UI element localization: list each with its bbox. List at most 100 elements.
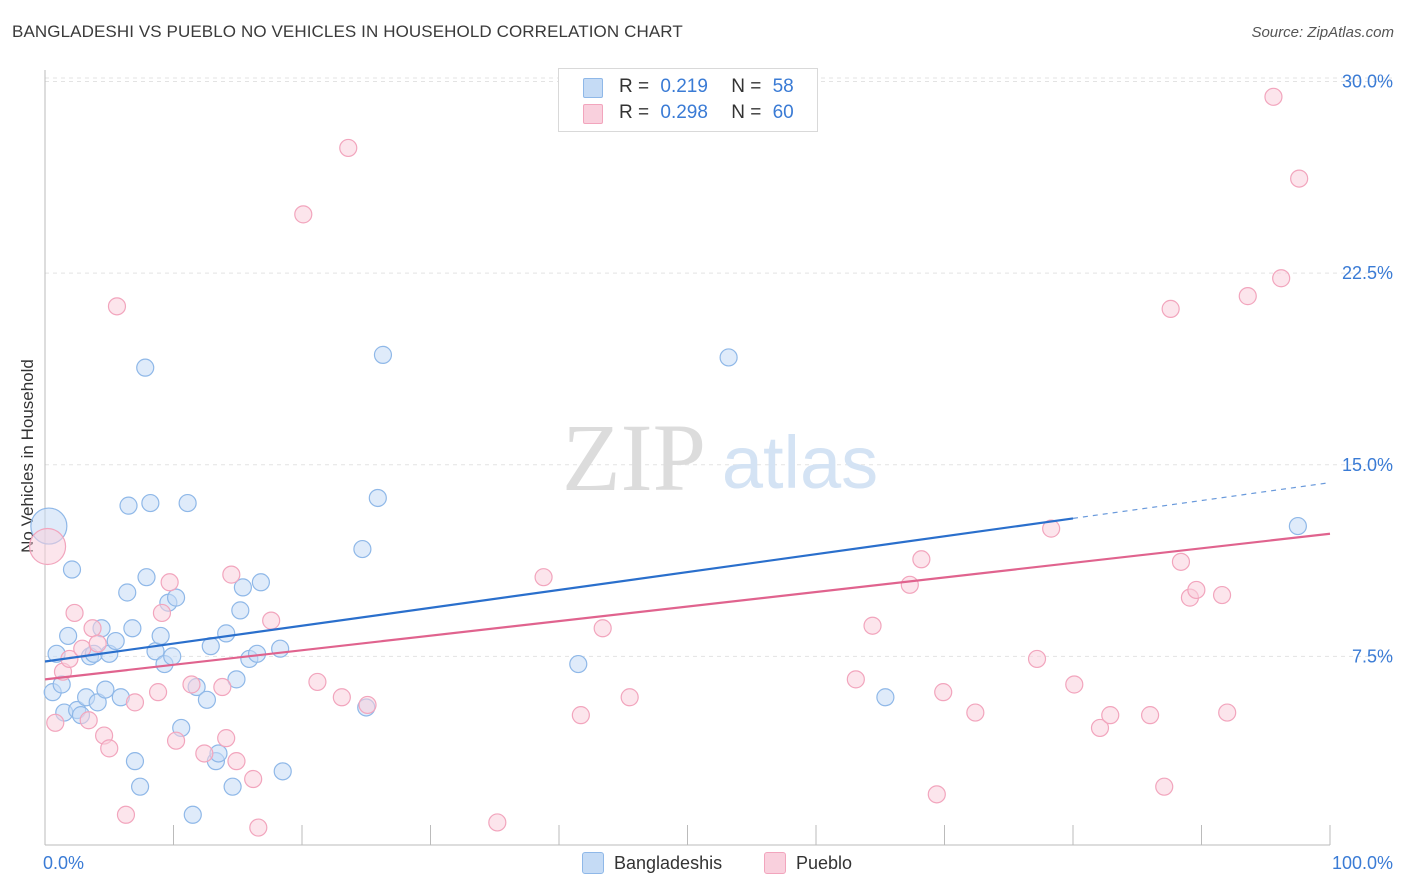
pueblo-point — [227, 752, 246, 771]
pueblo-point — [593, 619, 612, 638]
pueblo-point — [934, 683, 953, 702]
pueblo-point — [1042, 519, 1061, 538]
pueblo-point — [1238, 287, 1257, 306]
pueblo-point — [1290, 169, 1309, 188]
bangladeshi-point — [876, 688, 895, 707]
pueblo-point — [332, 688, 351, 707]
bangladeshi-point — [1288, 516, 1307, 536]
x-tick-label-max: 100.0% — [1332, 853, 1393, 873]
bangladeshi-point — [125, 752, 145, 771]
bangladeshi-point — [231, 601, 250, 620]
pueblo-point — [249, 818, 268, 837]
bangladeshi-point — [197, 690, 217, 709]
bangladeshi-point — [136, 358, 155, 377]
bottom-legend: Bangladeshis Pueblo — [0, 852, 1406, 878]
bangladeshi-point — [273, 762, 292, 781]
pueblo-point — [534, 568, 553, 587]
legend-n-value: 60 — [772, 102, 794, 123]
legend-n-value: 58 — [772, 76, 794, 97]
pueblo-point — [244, 769, 263, 789]
pueblo-point — [1101, 706, 1120, 725]
bangladeshi-point — [118, 583, 137, 602]
pueblo-point — [1161, 299, 1180, 318]
pueblo-point — [107, 297, 127, 316]
legend-r-label: R = — [619, 76, 650, 97]
bangladeshi-point — [96, 680, 115, 699]
pueblo-point — [1090, 718, 1110, 738]
bangladeshi-point — [223, 777, 242, 796]
legend-swatch-pueblo — [583, 104, 603, 124]
bangladeshi-point — [719, 348, 738, 367]
pueblo-trend-line — [44, 532, 1331, 681]
pueblo-point — [88, 634, 107, 653]
pueblo-point — [262, 611, 281, 630]
bottom-legend-bangladeshis: Bangladeshis — [582, 852, 722, 874]
pueblo-point — [28, 527, 67, 566]
y-tick-label: 30.0% — [1342, 72, 1393, 92]
bangladeshi-point — [59, 626, 78, 646]
bangladeshi-point — [141, 493, 160, 513]
bangladeshi-point — [151, 626, 170, 646]
pueblo-point — [1027, 649, 1047, 669]
bangladeshi-point — [227, 670, 246, 689]
pueblo-point — [1272, 269, 1291, 288]
bottom-legend-label-bangladeshis: Bangladeshis — [614, 852, 723, 873]
legend-n-label: N = — [731, 76, 762, 97]
pueblo-point — [339, 138, 358, 158]
bottom-legend-swatch-pueblo — [764, 852, 786, 874]
source-label: Source: ZipAtlas.com — [1251, 24, 1394, 41]
pueblo-point — [966, 703, 985, 722]
pueblo-point — [620, 688, 639, 707]
bottom-legend-pueblo: Pueblo — [764, 852, 852, 874]
pueblo-point — [166, 731, 186, 750]
pueblo-point — [222, 565, 241, 584]
watermark-atlas: atlas — [722, 421, 878, 504]
bangladeshi-point — [373, 345, 393, 364]
pueblo-point — [846, 670, 865, 689]
bangladeshi-point — [233, 578, 252, 597]
pueblo-point — [148, 683, 168, 702]
pueblo-point — [213, 677, 232, 697]
pueblo-point — [65, 603, 84, 623]
pueblo-point — [294, 205, 313, 224]
bangladeshi-trend-line — [44, 517, 1074, 663]
bangladeshi-point — [166, 588, 186, 607]
pueblo-point — [488, 813, 507, 832]
pueblo-point — [46, 713, 65, 732]
pueblo-point — [358, 695, 377, 715]
y-tick-label: 15.0% — [1342, 455, 1393, 475]
bangladeshi-point — [217, 624, 236, 643]
watermark-zip: ZIP — [562, 404, 706, 511]
chart-title: BANGLADESHI VS PUEBLO NO VEHICLES IN HOU… — [12, 22, 683, 41]
pueblo-point — [116, 805, 136, 824]
bangladeshi-point — [183, 805, 202, 824]
pueblo-point — [160, 573, 179, 592]
legend-swatch-bangladeshis — [583, 78, 603, 98]
pueblo-point — [1140, 706, 1160, 725]
bottom-legend-swatch-bangladeshis — [582, 852, 604, 874]
pueblo-point — [79, 711, 98, 730]
pueblo-point — [900, 575, 919, 594]
bangladeshi-point — [368, 488, 387, 508]
bangladeshi-point — [569, 654, 588, 674]
bangladeshi-point — [178, 493, 197, 513]
pueblo-point — [863, 616, 882, 635]
bangladeshi-point — [271, 639, 290, 658]
legend-r-value: 0.298 — [660, 102, 708, 123]
pueblo-point — [83, 619, 102, 638]
legend-n-label: N = — [731, 102, 762, 123]
pueblo-point — [1264, 87, 1283, 106]
pueblo-point — [217, 729, 236, 748]
bangladeshi-point — [123, 619, 142, 638]
y-tick-label: 7.5% — [1352, 646, 1393, 666]
pueblo-point — [571, 706, 590, 725]
pueblo-point — [1212, 585, 1232, 605]
pueblo-point — [195, 744, 214, 763]
pueblo-point — [927, 785, 946, 804]
pueblo-point — [1155, 777, 1174, 796]
legend-r-value: 0.219 — [660, 76, 708, 97]
pueblo-point — [125, 693, 145, 712]
pueblo-point — [1218, 703, 1237, 722]
bangladeshi-point — [106, 631, 125, 651]
bangladeshi-point — [137, 568, 156, 587]
